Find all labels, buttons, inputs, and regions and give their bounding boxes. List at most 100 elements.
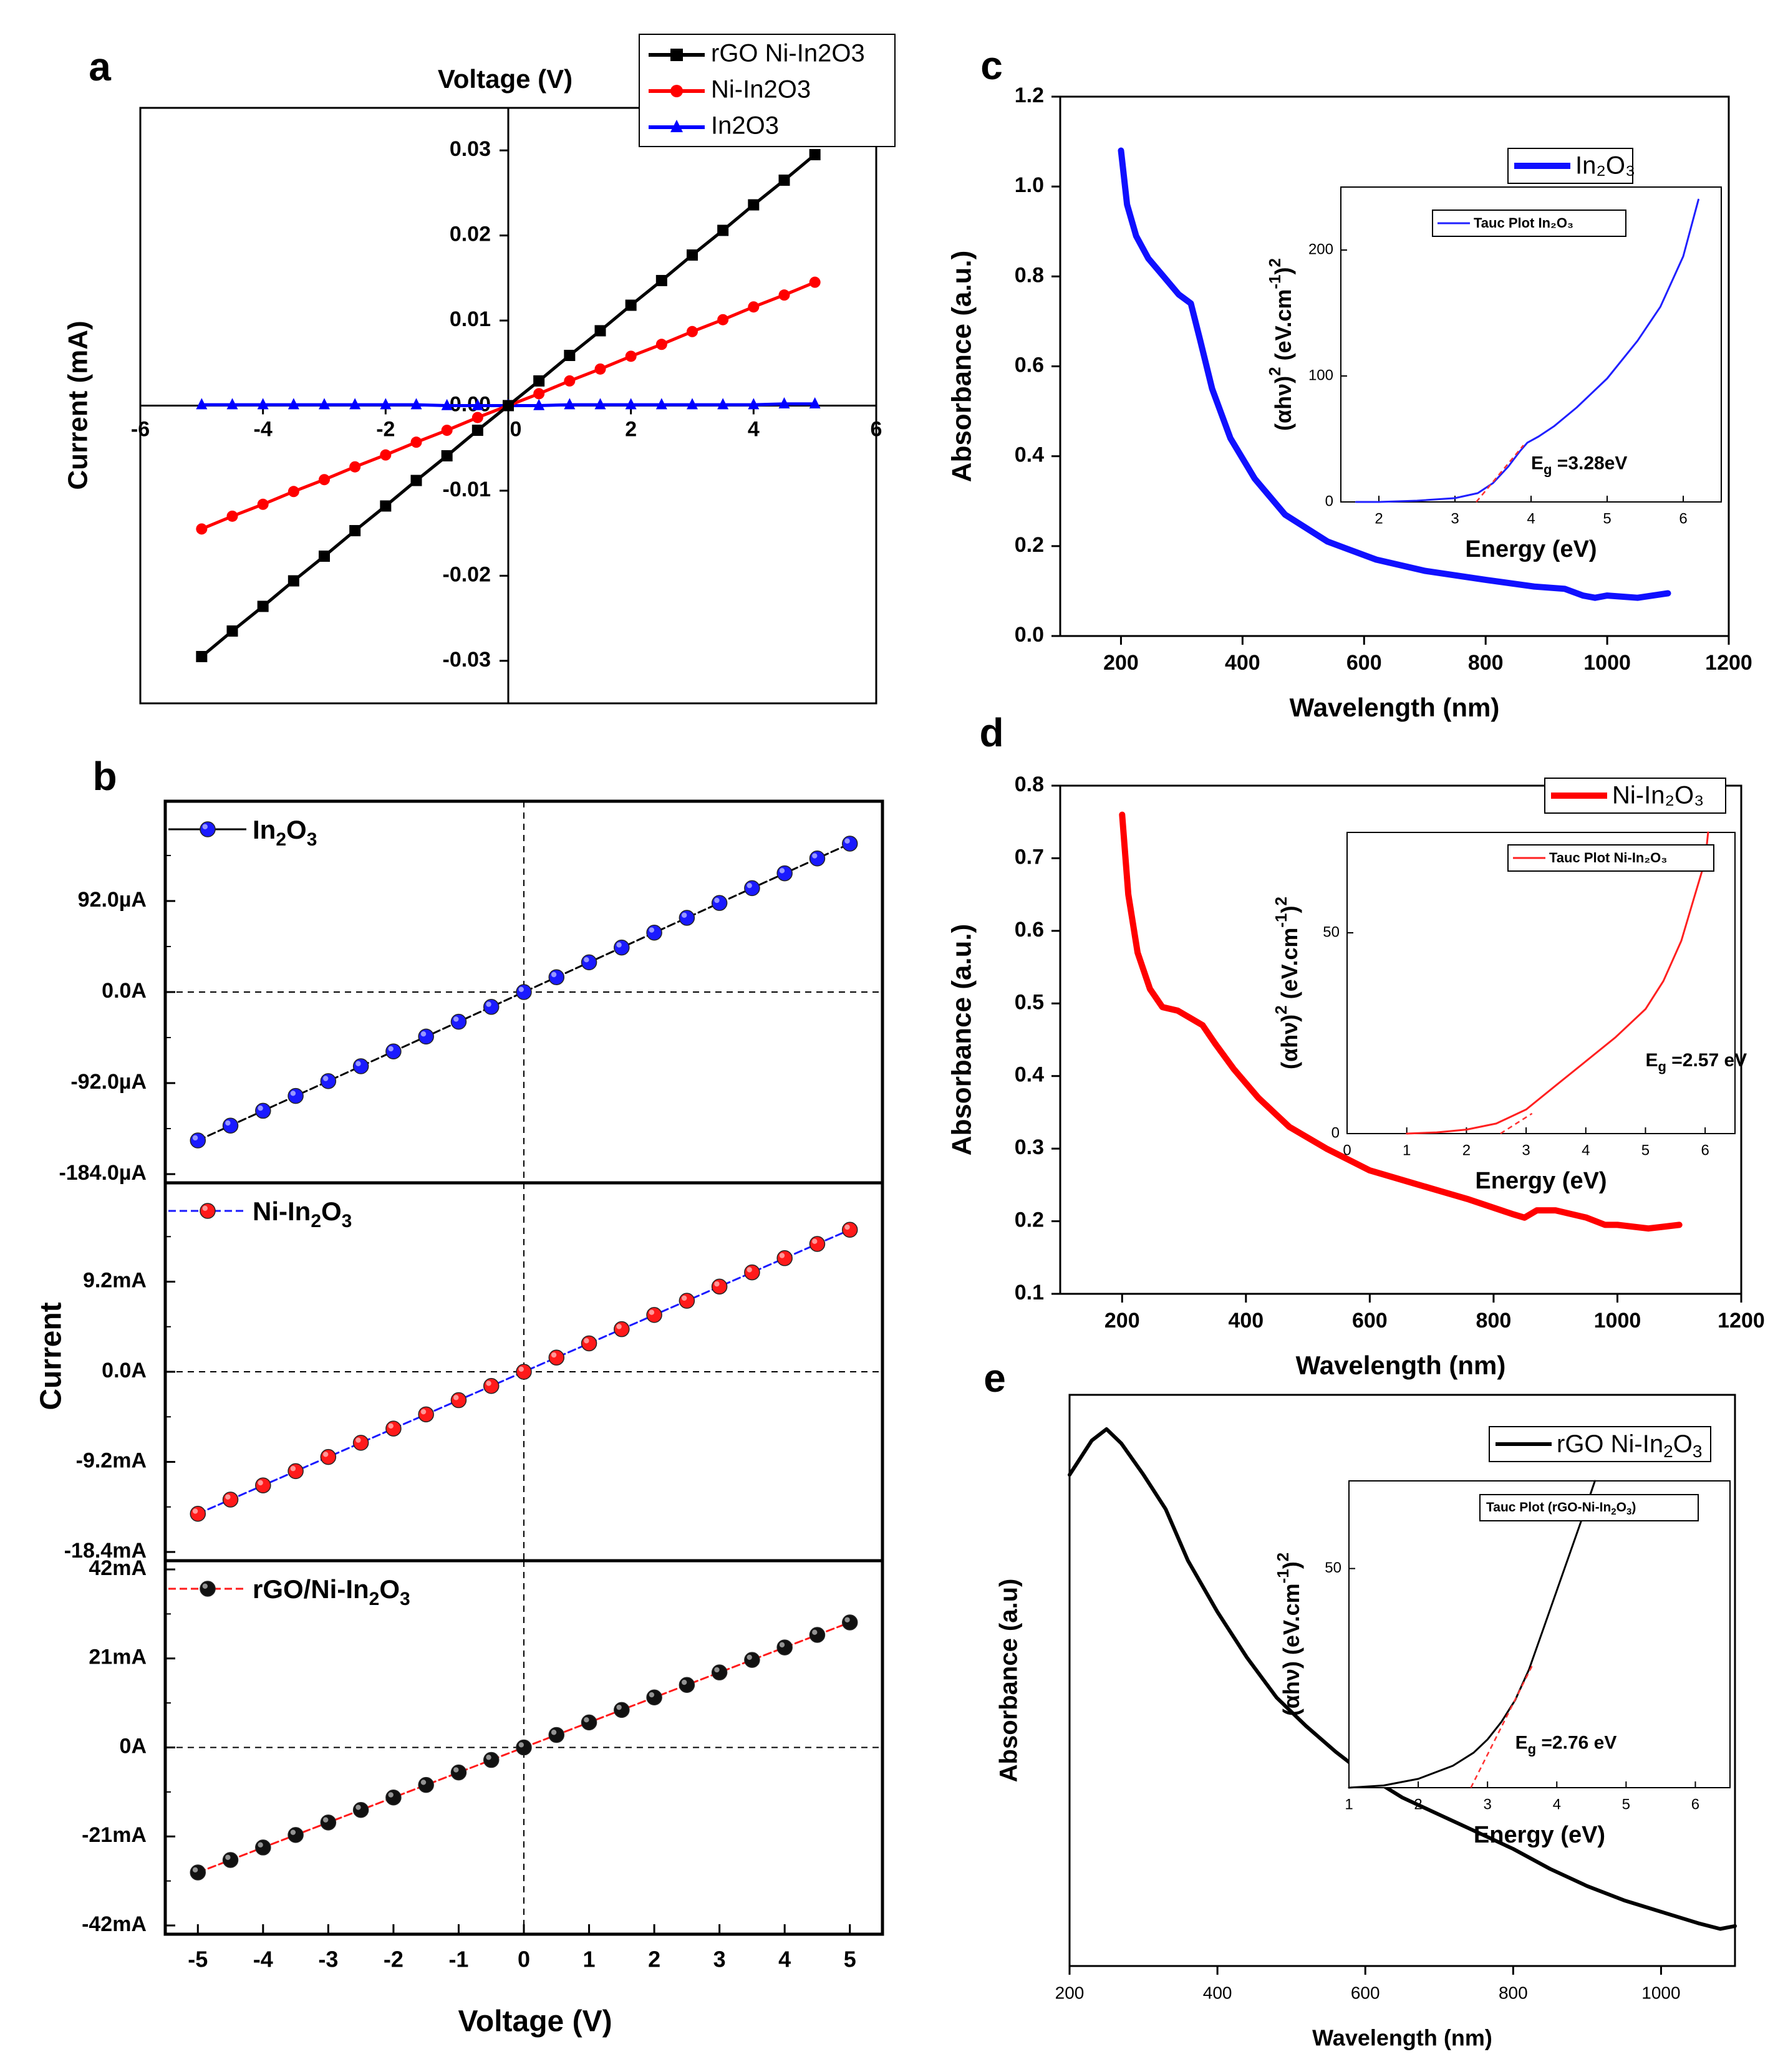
data-point-body <box>385 1420 402 1437</box>
inset-legend-entry: Tauc Plot In₂O₃ <box>1474 215 1573 231</box>
legend-main: O <box>286 815 307 844</box>
data-point <box>744 880 760 897</box>
data-point <box>548 1727 565 1743</box>
data-point <box>776 1250 793 1266</box>
data-point <box>196 523 208 535</box>
data-point <box>471 425 483 436</box>
bandgap-annotation: Eg =2.57 eV <box>1645 1050 1747 1074</box>
data-point <box>614 1702 630 1718</box>
data-point <box>410 398 422 410</box>
data-point-highlight <box>486 1755 491 1760</box>
data-point-body <box>744 1264 760 1281</box>
inset-frame <box>1348 1480 1731 1788</box>
legend-subscript: 3 <box>400 1589 410 1609</box>
data-point <box>646 1307 662 1323</box>
series-line <box>1068 1427 1737 1931</box>
data-point-body <box>776 1639 793 1655</box>
y-tick-label: 0.4 <box>1015 443 1044 467</box>
data-point-highlight <box>453 1767 459 1773</box>
series-line <box>196 842 851 1142</box>
inset-y-axis-title: (αhν)2 (eV.cm-1)2 <box>1265 258 1296 431</box>
data-point-body <box>679 910 695 926</box>
x-tick-label: -2 <box>376 417 395 441</box>
data-point <box>841 836 858 852</box>
data-point <box>533 375 545 387</box>
data-point <box>594 363 606 375</box>
data-point <box>614 1321 630 1337</box>
y-axis-title: Current <box>35 1302 68 1410</box>
inset-x-tick-label: 2 <box>1414 1796 1422 1813</box>
data-point-body <box>483 1378 500 1394</box>
data-point <box>352 1058 369 1074</box>
data-point <box>288 398 299 410</box>
legend-marker <box>670 120 683 132</box>
data-point <box>320 1448 337 1465</box>
legend-entry: rGO Ni-In2O3 <box>1557 1430 1702 1462</box>
inset-ylabel-part: (αhν) <box>1277 1014 1302 1069</box>
data-point-body <box>776 1250 793 1266</box>
y-tick-label: 0.3 <box>1015 1135 1044 1159</box>
tangent-line <box>1476 445 1524 503</box>
x-axis-title: Wavelength (nm) <box>1290 693 1500 722</box>
data-point-highlight <box>681 1295 687 1301</box>
data-point-highlight <box>388 1423 394 1429</box>
data-point-highlight <box>812 1629 818 1636</box>
data-point-body <box>222 1852 239 1868</box>
y-tick-label: 0.7 <box>1015 845 1044 869</box>
x-tick-label: 600 <box>1346 651 1382 675</box>
data-point <box>655 339 667 350</box>
x-tick-label: 400 <box>1203 1983 1232 2002</box>
annotation-main: E <box>1531 453 1544 473</box>
data-point-highlight <box>388 1792 394 1798</box>
inset-y-tick-label: 0 <box>1331 1124 1340 1141</box>
data-point <box>226 510 238 522</box>
subplot-rGO/Ni-In2O3: -42mA -21mA 0A 21mA 42mA rGO/Ni-In2O3 <box>82 1556 882 1936</box>
data-point-highlight <box>681 1679 687 1685</box>
data-point <box>679 1677 695 1693</box>
data-point-body <box>614 1702 630 1718</box>
y-tick-label: 1.0 <box>1015 173 1044 197</box>
legend-main: rGO/Ni-In <box>253 1574 369 1604</box>
data-point-highlight <box>616 1704 622 1710</box>
inset-x-tick-label: 0 <box>1343 1142 1351 1159</box>
annotation-sub: g <box>1544 461 1552 477</box>
y-tick-label: 0.0 <box>1015 623 1044 647</box>
data-point <box>222 1117 239 1134</box>
data-point-highlight <box>420 1409 427 1415</box>
data-point <box>226 398 238 410</box>
panel-e: 200 400 600 800 1000 Wavelength (nm) Absorbanc… <box>995 1394 1737 2051</box>
data-point-highlight <box>681 912 687 918</box>
data-point <box>564 375 576 387</box>
annotation-value: =2.76 eV <box>1536 1733 1616 1753</box>
data-point <box>418 1406 434 1423</box>
inset-ylabel-part: (αhν) <box>1278 1661 1304 1716</box>
inset-ylabel-sup: 2 <box>1265 367 1284 375</box>
legend: In₂O₃ <box>1507 148 1635 184</box>
data-point <box>288 486 299 498</box>
data-point <box>450 1013 467 1030</box>
data-point-highlight <box>290 1829 296 1835</box>
data-point-body <box>646 1689 662 1706</box>
data-point <box>418 1028 434 1045</box>
data-point-body <box>841 1614 858 1631</box>
data-point <box>594 325 606 337</box>
data-point-body <box>352 1802 369 1818</box>
panel-label-e: e <box>983 1356 1006 1400</box>
data-point <box>516 984 532 1000</box>
data-point <box>226 625 238 637</box>
legend-subscript: 3 <box>1626 1506 1631 1517</box>
data-point <box>385 1043 402 1059</box>
data-point <box>711 1278 728 1295</box>
data-point-highlight <box>355 1805 361 1810</box>
inset-x-tick-label: 6 <box>1691 1796 1699 1813</box>
data-point-body <box>516 1739 532 1756</box>
legend-main: O <box>321 1197 342 1226</box>
y-tick-label: 0.0A <box>102 979 147 1003</box>
legend-marker-body <box>200 1581 216 1597</box>
data-point <box>548 969 565 985</box>
data-point-body <box>776 865 793 882</box>
inset-x-axis-title: Energy (eV) <box>1475 1168 1607 1194</box>
data-point-highlight <box>322 1452 329 1457</box>
y-tick-label: 0.6 <box>1015 353 1044 377</box>
